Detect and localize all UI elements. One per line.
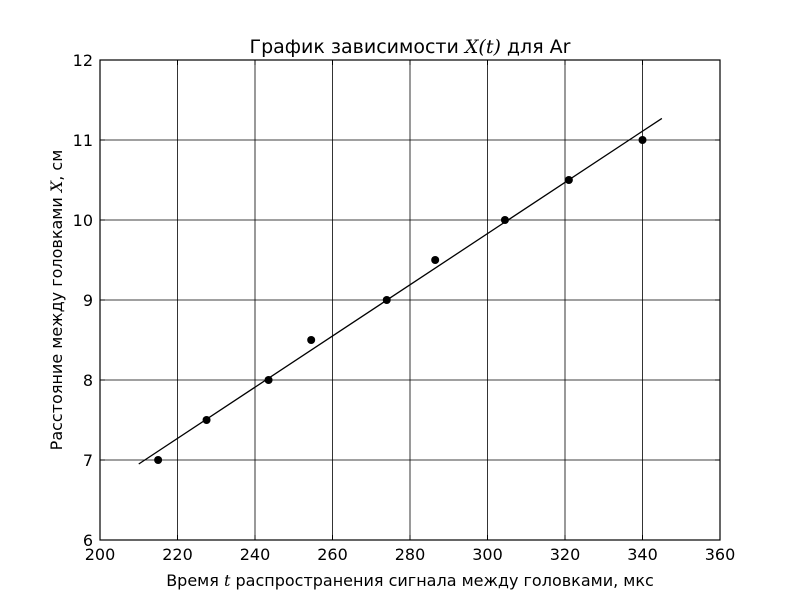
x-tick-label: 220 <box>162 545 193 564</box>
data-point <box>500 216 509 224</box>
x-tick-label: 320 <box>550 545 581 564</box>
y-axis-label-text: Расстояние между головками <box>47 192 66 450</box>
data-point <box>154 456 163 464</box>
y-axis-label-math: X <box>47 180 66 194</box>
chart-title-suffix: для Ar <box>501 36 571 58</box>
y-tick-label: 7 <box>83 451 93 470</box>
data-point <box>564 176 573 184</box>
data-point <box>264 376 273 384</box>
y-tick-label: 8 <box>83 371 93 390</box>
fit-line <box>138 117 663 465</box>
x-axis-label-math: t <box>224 571 231 590</box>
y-axis-label-suffix: , см <box>47 150 66 181</box>
axis-ticks <box>99 59 721 541</box>
chart-title-math: X(t) <box>463 36 501 58</box>
x-axis-label-text: Время <box>166 571 224 590</box>
x-tick-labels: 200 220 240 260 280 300 320 340 360 <box>85 545 736 564</box>
data-point <box>307 336 316 344</box>
data-point <box>202 416 211 424</box>
x-tick-label: 240 <box>240 545 271 564</box>
fit-line-layer <box>138 117 663 465</box>
x-axis-label: Время t распространения сигнала между го… <box>166 571 654 590</box>
chart-title-text: График зависимости <box>250 36 465 58</box>
data-point <box>638 136 647 144</box>
data-point <box>382 296 391 304</box>
chart-title: График зависимости X(t) для Ar <box>250 36 571 58</box>
y-axis-label: Расстояние между головками X, см <box>47 150 66 451</box>
x-tick-label: 360 <box>705 545 736 564</box>
y-tick-label: 6 <box>83 531 93 550</box>
grid-lines <box>99 59 721 541</box>
x-axis-label-suffix: распространения сигнала между головками,… <box>230 571 653 590</box>
x-tick-label: 260 <box>317 545 348 564</box>
data-point <box>431 256 440 264</box>
y-tick-label: 11 <box>73 131 93 150</box>
y-tick-labels: 6 7 8 9 10 11 12 <box>73 51 93 550</box>
x-tick-label: 200 <box>85 545 116 564</box>
y-tick-label: 9 <box>83 291 93 310</box>
x-tick-label: 280 <box>395 545 426 564</box>
y-tick-label: 12 <box>73 51 93 70</box>
y-tick-label: 10 <box>73 211 93 230</box>
data-points <box>154 136 647 464</box>
x-tick-label: 340 <box>627 545 658 564</box>
x-tick-label: 300 <box>472 545 503 564</box>
